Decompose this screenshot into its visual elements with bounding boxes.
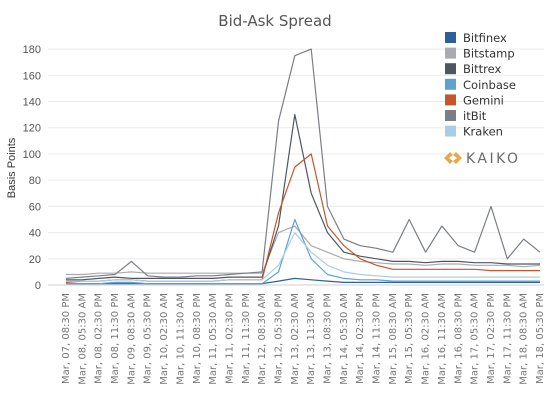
series-line-kraken xyxy=(66,232,540,282)
x-tick-label: Mar, 12, 05:30 PM xyxy=(273,293,284,384)
x-tick-label: Mar, 17, 11:30 PM xyxy=(502,293,513,384)
series-line-gemini xyxy=(65,153,540,283)
legend-item-label: Bitstamp xyxy=(463,47,515,61)
x-tick-label: Mar, 08, 11:30 PM xyxy=(110,293,121,384)
x-tick-label: Mar, 14, 05:30 AM xyxy=(339,293,350,385)
x-tick-label: Mar, 13, 11:30 AM xyxy=(306,293,317,385)
legend-swatch xyxy=(445,110,456,121)
y-axis-ticks: 0 20 40 60 80 100 120 140 160 180 xyxy=(23,44,41,292)
y-tick-label: 160 xyxy=(23,70,41,82)
x-tick-label: Mar, 09, 05:30 PM xyxy=(143,293,154,384)
y-axis-label: Basis Points xyxy=(6,137,18,198)
legend-item-label: Kraken xyxy=(463,125,503,139)
legend-swatch xyxy=(445,125,456,137)
x-tick-label: Mar, 14, 11:30 PM xyxy=(372,293,383,384)
series-line-bittrex xyxy=(66,113,540,281)
x-tick-label: Mar, 18, 05:30 PM xyxy=(535,293,546,384)
y-tick-label: 100 xyxy=(23,149,41,161)
x-tick-label: Mar, 17, 05:30 AM xyxy=(470,293,481,385)
legend-swatch xyxy=(445,47,456,59)
x-tick-label: Mar, 16, 02:30 AM xyxy=(421,293,432,385)
kaiko-logo-text: KAIKO xyxy=(466,151,521,167)
x-axis-ticks: Mar, 07, 08:30 PM Mar, 08, 05:30 AM Mar, 0… xyxy=(61,293,546,385)
x-tick-label: Mar, 11, 05:30 AM xyxy=(208,293,219,385)
legend-item-label: Bittrex xyxy=(463,62,501,76)
y-tick-label: 180 xyxy=(23,44,41,56)
x-tick-label: Mar, 11, 11:30 PM xyxy=(241,293,252,384)
y-tick-label: 80 xyxy=(29,175,41,187)
x-tick-label: Mar, 16, 11:30 AM xyxy=(437,293,448,385)
x-tick-label: Mar, 09, 08:30 AM xyxy=(126,293,137,385)
x-tick-label: Mar, 14, 02:30 PM xyxy=(355,293,366,384)
y-tick-label: 40 xyxy=(29,228,41,240)
x-tick-label: Mar, 16, 08:30 PM xyxy=(453,293,464,384)
legend-item-label: Bitfinex xyxy=(463,31,507,45)
kaiko-logo: KAIKO xyxy=(444,151,521,167)
x-tick-label: Mar, 10, 02:30 AM xyxy=(159,293,170,385)
grid-lines xyxy=(48,48,544,286)
legend-swatch xyxy=(445,78,456,90)
x-tick-label: Mar, 12, 08:30 AM xyxy=(257,293,268,385)
series-line-coinbase xyxy=(66,218,540,285)
y-tick-label: 0 xyxy=(35,280,41,292)
y-tick-label: 140 xyxy=(23,97,41,109)
y-tick-label: 20 xyxy=(29,254,41,266)
chart-title: Bid-Ask Spread xyxy=(218,12,331,30)
x-tick-label: Mar, 17, 02:30 PM xyxy=(486,293,497,384)
x-tick-label: Mar, 07, 08:30 PM xyxy=(61,293,72,384)
x-tick-label: Mar, 11, 02:30 PM xyxy=(224,293,235,384)
legend-item-label: itBit xyxy=(463,109,487,123)
x-tick-label: Mar, 13, 08:30 PM xyxy=(323,293,334,384)
x-tick-label: Mar, 08, 05:30 AM xyxy=(77,293,88,385)
legend-item-label: Coinbase xyxy=(463,78,516,92)
x-tick-label: Mar, 15, 05:30 PM xyxy=(404,293,415,384)
x-tick-label: Mar, 13, 02:30 AM xyxy=(290,293,301,385)
series-lines xyxy=(65,48,541,285)
x-tick-label: Mar, 10, 08:30 PM xyxy=(192,293,203,384)
kaiko-logo-icon xyxy=(444,152,462,164)
x-tick-label: Mar, 18, 08:30 AM xyxy=(519,293,530,385)
x-tick-label: Mar, 15, 08:30 AM xyxy=(388,293,399,385)
legend-swatch xyxy=(445,63,456,75)
y-tick-label: 60 xyxy=(29,201,41,213)
legend-swatch xyxy=(445,32,456,43)
series-line-itbit xyxy=(65,48,541,279)
x-tick-label: Mar, 10, 11:30 AM xyxy=(175,293,186,385)
legend-swatch xyxy=(445,94,456,106)
x-tick-label: Mar, 08, 02:30 PM xyxy=(94,293,105,384)
y-tick-label: 120 xyxy=(23,123,41,135)
legend-item-label: Gemini xyxy=(463,93,504,107)
